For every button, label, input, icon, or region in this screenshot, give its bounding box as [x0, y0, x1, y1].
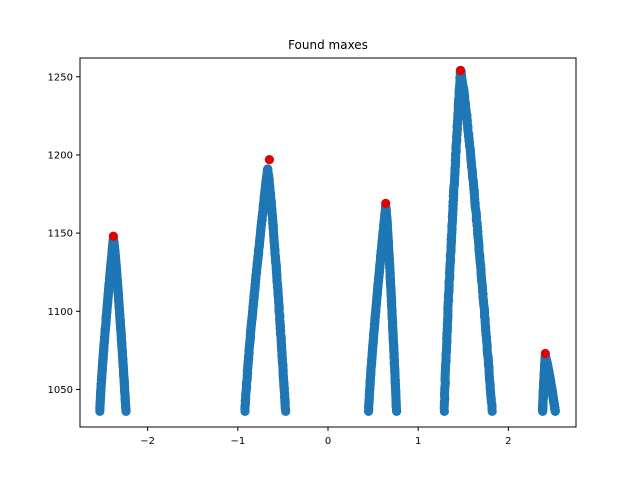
plot-area: [95, 65, 560, 416]
data-point: [392, 406, 402, 416]
plot-frame: [79, 57, 577, 428]
max-marker: [108, 231, 118, 241]
data-peak-1: [95, 234, 131, 416]
x-tick-label: 0: [325, 436, 331, 447]
y-tick-label: 1050: [48, 385, 73, 396]
y-axis: 1050 1100 1150 1200 1250: [48, 72, 80, 396]
x-tick-label: −1: [230, 436, 245, 447]
y-tick-label: 1100: [48, 307, 73, 318]
data-point: [487, 406, 497, 416]
x-tick-label: 2: [505, 436, 511, 447]
max-marker: [540, 348, 550, 359]
x-axis: −2 −1 0 1 2: [140, 427, 512, 447]
y-tick-label: 1200: [48, 150, 73, 161]
x-tick-label: 1: [415, 436, 421, 447]
data-point: [281, 406, 291, 416]
data-peak-3: [363, 201, 402, 416]
x-tick-label: −2: [140, 436, 155, 447]
max-marker: [264, 155, 274, 165]
y-tick-label: 1250: [48, 72, 73, 83]
y-tick-label: 1150: [48, 229, 73, 240]
data-point: [121, 406, 131, 416]
data-peak-2: [240, 164, 291, 416]
data-peak-4: [439, 65, 497, 416]
max-marker: [381, 198, 391, 209]
max-marker: [455, 65, 466, 76]
data-point: [550, 406, 560, 416]
data-peak-5: [538, 352, 560, 416]
chart-title: Found maxes: [288, 38, 368, 52]
